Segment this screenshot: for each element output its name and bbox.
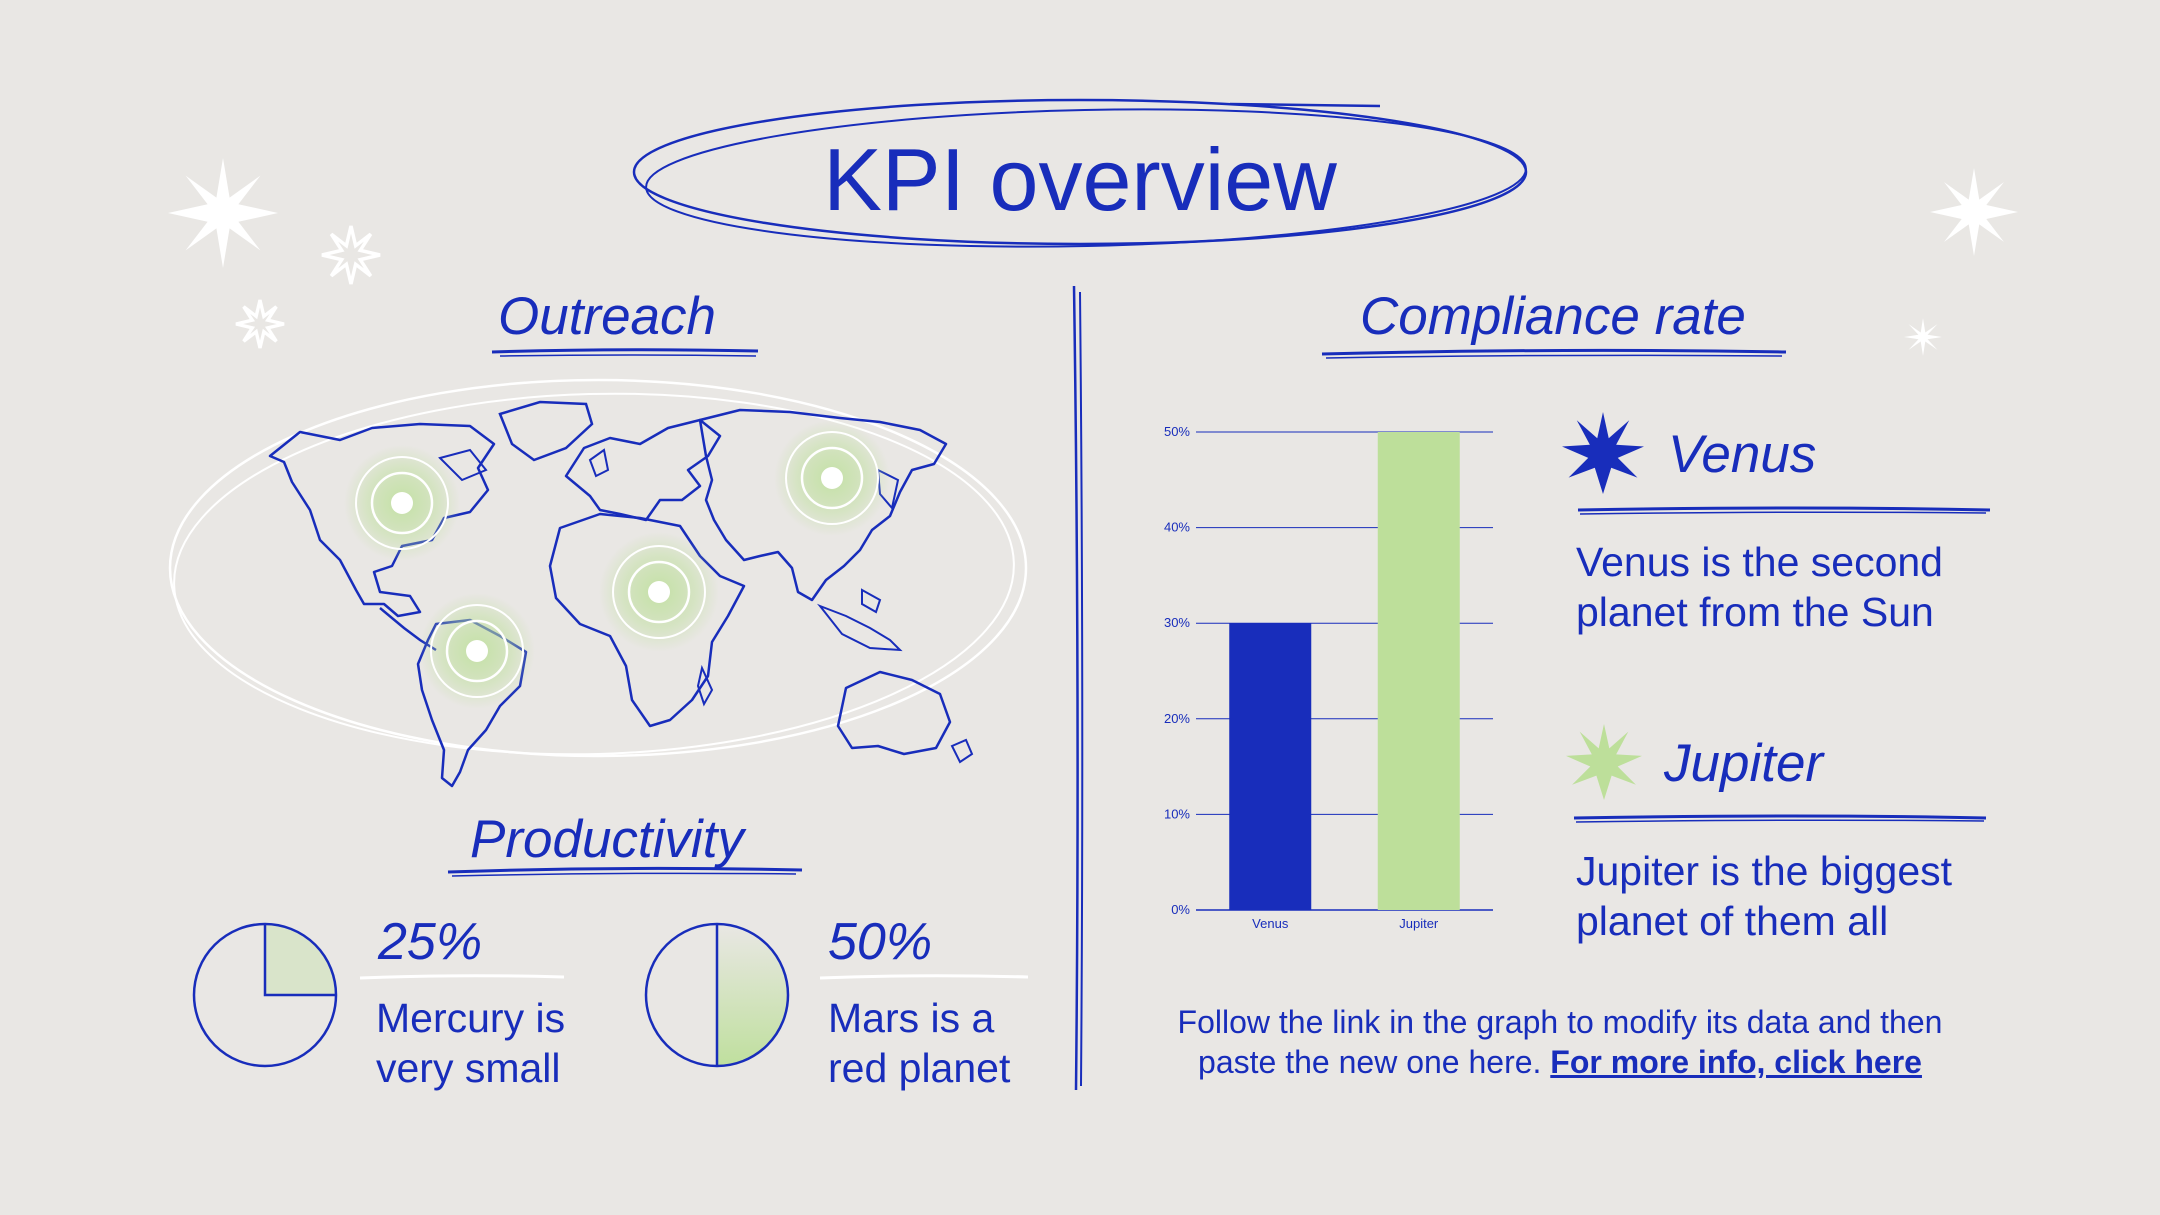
jupiter-description-line1: Jupiter is the biggest bbox=[1576, 848, 1953, 894]
mars-description: Mars is a red planet bbox=[828, 993, 1010, 1093]
venus-description: Venus is the second planet from the Sun bbox=[1576, 537, 1943, 637]
venus-label: Venus bbox=[1668, 425, 1817, 484]
mercury-pie-chart bbox=[192, 922, 338, 1068]
more-info-link[interactable]: For more info, click here bbox=[1550, 1044, 1922, 1080]
mars-description-line2: red planet bbox=[828, 1045, 1011, 1091]
mercury-percent: 25% bbox=[378, 913, 483, 971]
chart-x-tick-label: Venus bbox=[1252, 916, 1289, 931]
venus-description-line1: Venus is the second bbox=[1576, 539, 1943, 585]
jupiter-star-shape bbox=[1566, 724, 1642, 800]
footer-line2-text: paste the new one here. bbox=[1198, 1044, 1542, 1080]
page-title: KPI overview bbox=[823, 130, 1337, 229]
jupiter-description-line2: planet of them all bbox=[1576, 898, 1889, 944]
map-marker-africa bbox=[599, 532, 719, 652]
chart-y-tick-label: 30% bbox=[1164, 615, 1190, 630]
venus-star-icon bbox=[1562, 412, 1644, 494]
jupiter-label: Jupiter bbox=[1664, 734, 1824, 793]
mars-description-line1: Mars is a bbox=[828, 995, 995, 1041]
map-marker-north-america bbox=[344, 445, 460, 561]
star-decoration-large-left bbox=[168, 158, 278, 268]
chart-y-tick-label: 40% bbox=[1164, 520, 1190, 535]
compliance-heading: Compliance rate bbox=[1360, 287, 1746, 346]
footer-line2: paste the new one here. For more info, c… bbox=[1120, 1042, 2000, 1082]
chart-x-tick-label: Jupiter bbox=[1399, 916, 1439, 931]
chart-y-tick-label: 0% bbox=[1171, 902, 1190, 917]
mercury-description-line2: very small bbox=[376, 1045, 561, 1091]
footer-line1: Follow the link in the graph to modify i… bbox=[1177, 1004, 1943, 1040]
chart-bar-jupiter bbox=[1377, 432, 1460, 910]
star-decoration-large-right bbox=[1930, 168, 2018, 256]
productivity-heading: Productivity bbox=[470, 810, 744, 869]
star-decoration-outline-left bbox=[321, 225, 381, 285]
chart-y-tick-label: 10% bbox=[1164, 806, 1190, 821]
venus-star-shape bbox=[1562, 412, 1644, 494]
compliance-bar-chart: 0% 10% 20% 30% 40% 50% Venus Jupiter bbox=[1164, 424, 1493, 931]
footer-note: Follow the link in the graph to modify i… bbox=[1120, 1002, 2000, 1082]
mars-percent: 50% bbox=[828, 913, 933, 971]
chart-y-tick-label: 50% bbox=[1164, 424, 1190, 439]
mercury-description-line1: Mercury is bbox=[376, 995, 566, 1041]
venus-description-line2: planet from the Sun bbox=[1576, 589, 1934, 635]
chart-y-tick-label: 20% bbox=[1164, 711, 1190, 726]
map-marker-asia bbox=[774, 420, 890, 536]
star-decoration-small-right bbox=[1904, 318, 1942, 356]
outreach-heading: Outreach bbox=[498, 287, 717, 346]
mercury-description: Mercury is very small bbox=[376, 993, 565, 1093]
jupiter-description: Jupiter is the biggest planet of them al… bbox=[1576, 846, 1952, 946]
map-marker-south-america bbox=[419, 593, 535, 709]
mars-pie-chart bbox=[644, 922, 790, 1068]
star-decoration-small-left bbox=[235, 299, 285, 349]
chart-bar-venus bbox=[1229, 623, 1312, 910]
jupiter-star-icon bbox=[1566, 724, 1642, 800]
